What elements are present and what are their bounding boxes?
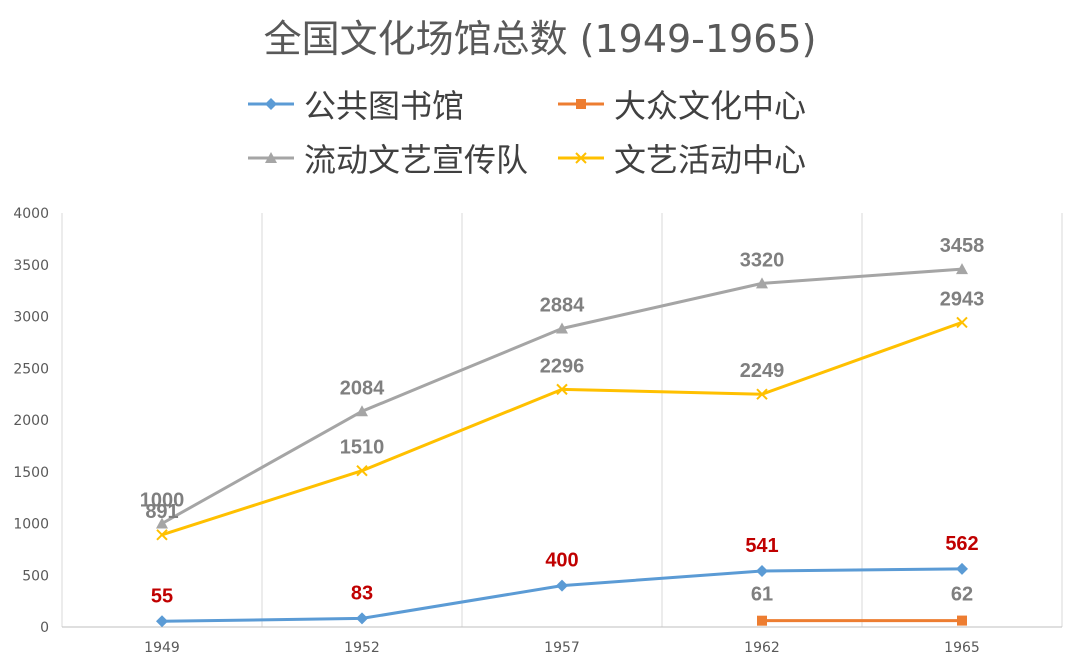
data-point — [156, 529, 168, 541]
data-label: 3320 — [740, 249, 785, 271]
x-tick-label: 1952 — [344, 640, 380, 656]
legend-label: 公共图书馆 — [304, 87, 465, 125]
data-point — [756, 388, 768, 400]
series-line — [161, 567, 963, 623]
data-point — [156, 615, 168, 628]
legend-marker-square-icon — [558, 99, 604, 109]
legend-marker-x-icon — [558, 152, 604, 164]
data-label: 400 — [545, 550, 578, 572]
y-tick-label: 1500 — [13, 465, 49, 481]
y-tick-label: 1000 — [13, 517, 49, 533]
data-label: 541 — [745, 535, 778, 557]
data-label: 3458 — [940, 235, 985, 257]
data-label: 891 — [145, 501, 178, 523]
data-label: 2084 — [340, 377, 385, 399]
data-point — [956, 562, 968, 575]
legend-marker-triangle-icon — [248, 152, 294, 163]
series-line — [161, 320, 963, 537]
data-point — [756, 277, 768, 289]
data-point — [756, 565, 768, 578]
data-label: 2296 — [540, 355, 585, 377]
legend-item-arts-activity-center: 文艺活动中心 — [556, 138, 807, 179]
legend-item-mass-culture-center: 大众文化中心 — [556, 84, 807, 125]
data-point — [957, 615, 967, 626]
y-tick-label: 3500 — [13, 258, 49, 274]
data-label: 1000 — [140, 490, 185, 512]
data-label: 62 — [951, 584, 973, 606]
data-label: 2884 — [540, 295, 585, 317]
data-point — [757, 615, 767, 626]
x-tick-label: 1965 — [944, 640, 980, 656]
data-point — [956, 316, 968, 329]
x-tick-label: 1957 — [544, 640, 580, 656]
legend-label: 大众文化中心 — [614, 87, 807, 125]
legend-label: 流动文艺宣传队 — [304, 141, 529, 179]
data-label: 2943 — [940, 288, 985, 310]
legend-item-public-library: 公共图书馆 — [246, 84, 465, 125]
data-label: 55 — [151, 585, 173, 607]
y-tick-label: 2000 — [13, 413, 49, 429]
data-point — [156, 517, 168, 529]
legend-label: 文艺活动中心 — [614, 141, 807, 179]
data-point — [356, 405, 368, 417]
data-point — [556, 383, 568, 396]
data-label: 562 — [945, 533, 978, 555]
x-tick-label: 1962 — [744, 640, 780, 656]
legend-item-touring-troupe: 流动文艺宣传队 — [246, 138, 529, 179]
y-tick-label: 3000 — [13, 310, 49, 326]
data-label: 2249 — [740, 360, 785, 382]
data-label: 61 — [751, 584, 773, 606]
chart-title: 全国文化场馆总数 (1949-1965) — [263, 17, 817, 61]
y-tick-label: 4000 — [13, 206, 49, 222]
data-point — [356, 465, 368, 477]
y-tick-label: 500 — [22, 568, 49, 584]
x-tick-label: 1949 — [144, 640, 180, 656]
data-point — [356, 612, 368, 625]
data-label: 83 — [351, 582, 373, 604]
data-point — [956, 263, 968, 275]
data-point — [556, 322, 568, 334]
data-point — [556, 579, 568, 592]
y-tick-label: 2500 — [13, 361, 49, 377]
data-label: 1510 — [340, 437, 385, 459]
y-tick-label: 0 — [40, 620, 49, 636]
legend-marker-diamond-icon — [248, 98, 294, 110]
